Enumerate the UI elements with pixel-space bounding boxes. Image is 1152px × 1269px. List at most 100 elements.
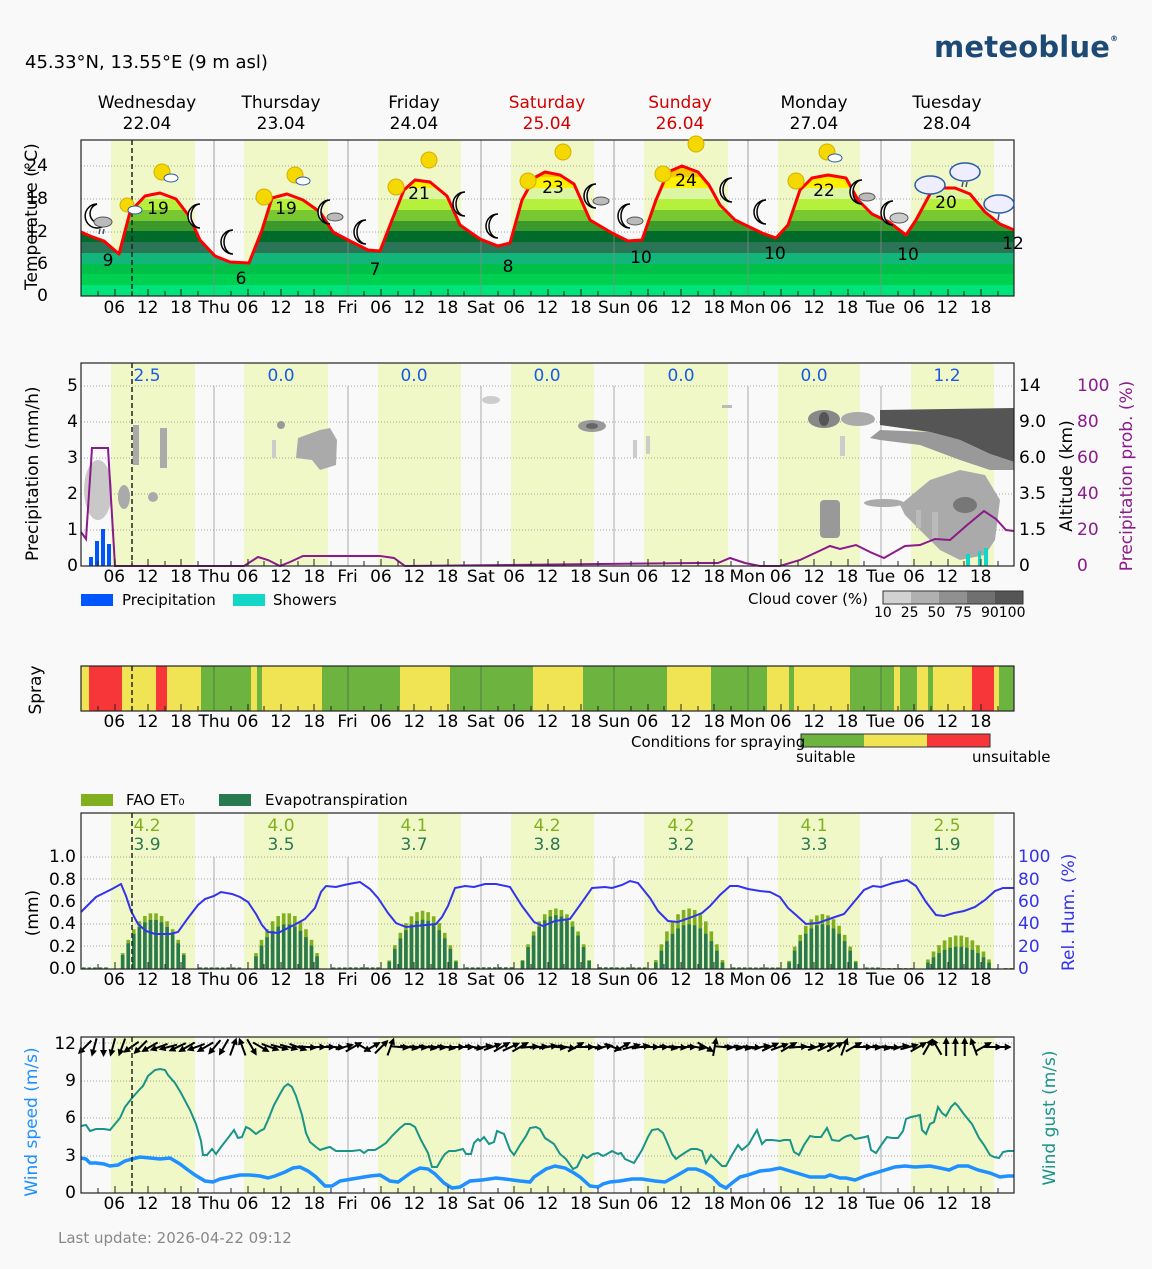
day-header-thursday: Thursday 23.04 <box>241 93 321 134</box>
y-tick: 12 <box>54 1034 76 1054</box>
spray-axis-label: Spray <box>26 665 46 715</box>
x-day-label: Thu <box>198 567 231 587</box>
y-tick: 1.0 <box>48 847 76 867</box>
x-hour-label: 06 <box>103 1194 126 1214</box>
temp-max-label: 21 <box>408 184 430 204</box>
wind-arrow-icon <box>108 1038 117 1057</box>
x-hour-label: 18 <box>836 1194 859 1214</box>
x-day-label: Tue <box>866 298 896 318</box>
x-day-label: Fri <box>337 970 358 990</box>
x-hour-label: 12 <box>536 1194 559 1214</box>
x-hour-label: 18 <box>836 567 859 587</box>
x-hour-label: 06 <box>503 970 525 990</box>
wind-gust-line <box>80 1067 1014 1171</box>
x-hour-label: 12 <box>669 970 692 990</box>
x-hour-label: 18 <box>703 298 725 318</box>
x-hour-label: 18 <box>436 970 459 990</box>
x-day-label: Sat <box>466 298 495 318</box>
x-hour-label: 06 <box>236 970 259 990</box>
temp-max-label: 19 <box>147 199 169 219</box>
x-hour-label: 18 <box>170 712 192 732</box>
x-hour-label: 18 <box>969 970 992 990</box>
meteoblue-logo[interactable]: meteoblue® <box>934 30 1118 64</box>
x-hour-label: 18 <box>703 712 725 732</box>
moon-icon <box>485 213 499 239</box>
y-tick: 9 <box>65 1071 76 1091</box>
temp-max-label: 20 <box>935 193 957 213</box>
sun-icon <box>387 178 405 196</box>
x-hour-label: 18 <box>303 712 326 732</box>
day-header-sunday: Sunday 26.04 <box>648 93 712 134</box>
x-hour-label: 18 <box>836 298 859 318</box>
x-day-label: Sat <box>466 712 495 732</box>
x-day-label: Sun <box>597 970 631 990</box>
wind-arrow-icon <box>697 1041 715 1052</box>
x-hour-label: 12 <box>936 298 959 318</box>
daily-precip-total: 0.0 <box>400 366 428 386</box>
x-hour-label: 18 <box>436 298 459 318</box>
sun-icon <box>255 188 273 206</box>
rh-tick: 80 <box>1018 870 1040 890</box>
x-hour-label: 12 <box>136 298 159 318</box>
wind-arrow-icon <box>780 1042 798 1053</box>
x-hour-label: 06 <box>103 970 126 990</box>
wind-speed-axis-label: Wind speed (m/s) <box>22 1047 42 1197</box>
wind-arrow-icon <box>335 1042 354 1051</box>
x-hour-label: 06 <box>903 567 925 587</box>
wind-arrow-icon <box>770 1042 789 1052</box>
x-day-label: Fri <box>337 567 358 587</box>
x-hour-label: 06 <box>636 1194 659 1214</box>
daily-evapo-total: 3.2 <box>667 835 695 855</box>
y-tick: 0 <box>67 556 78 576</box>
precip-prob-tick: 0 <box>1077 556 1088 576</box>
sun-cloud-icon <box>818 143 843 163</box>
wind-arrow-icon <box>817 1042 835 1052</box>
x-day-label: Sun <box>597 567 631 587</box>
temp-min-label: 10 <box>897 245 919 265</box>
sun-icon <box>420 151 438 169</box>
temp-min-label: 10 <box>764 244 786 264</box>
precipitation-bars <box>89 529 111 566</box>
wind-arrow-icon <box>238 1037 247 1056</box>
x-hour-label: 06 <box>370 712 392 732</box>
x-hour-label: 18 <box>703 970 725 990</box>
et-axis-label: (mm) <box>23 889 43 937</box>
cloud-icon <box>914 175 946 195</box>
x-day-label: Mon <box>729 567 766 587</box>
day-header-saturday: Saturday 25.04 <box>508 93 586 134</box>
registered-mark: ® <box>1110 34 1119 43</box>
x-day-label: Mon <box>729 712 766 732</box>
x-hour-label: 06 <box>103 712 126 732</box>
moon-cloud-rain-icon <box>84 203 113 235</box>
wind-arrow-icon <box>363 1042 381 1053</box>
fao-legend-label: FAO ET₀ <box>126 791 185 809</box>
cloud-cover-shading <box>84 396 1014 560</box>
spray-segments <box>81 666 1014 711</box>
x-hour-label: 12 <box>403 712 426 732</box>
x-hour-label: 06 <box>103 298 126 318</box>
x-hour-label: 12 <box>803 712 825 732</box>
x-hour-label: 06 <box>903 970 925 990</box>
x-hour-label: 18 <box>836 970 859 990</box>
x-hour-label: 06 <box>769 567 792 587</box>
wind-arrow-icon <box>922 1038 933 1056</box>
y-tick: 0.6 <box>48 892 76 912</box>
wind-panel <box>77 1036 1015 1194</box>
x-hour-label: 06 <box>503 1194 525 1214</box>
spray-legend-suitable: suitable <box>796 748 856 766</box>
x-hour-label: 12 <box>136 1194 159 1214</box>
last-update: Last update: 2026-04-22 09:12 <box>58 1229 292 1247</box>
moon-icon <box>719 177 733 203</box>
x-day-label: Fri <box>337 298 358 318</box>
x-hour-label: 06 <box>903 298 925 318</box>
x-day-label: Fri <box>337 1194 358 1214</box>
moon-cloud-icon <box>317 199 344 225</box>
temp-min-label: 8 <box>502 257 514 277</box>
x-hour-label: 06 <box>236 1194 259 1214</box>
x-hour-label: 12 <box>669 1194 692 1214</box>
y-tick: 0.4 <box>48 914 76 934</box>
x-hour-label: 06 <box>769 1194 792 1214</box>
x-hour-label: 18 <box>703 1194 725 1214</box>
x-hour-label: 12 <box>669 712 692 732</box>
x-hour-label: 06 <box>903 1194 925 1214</box>
